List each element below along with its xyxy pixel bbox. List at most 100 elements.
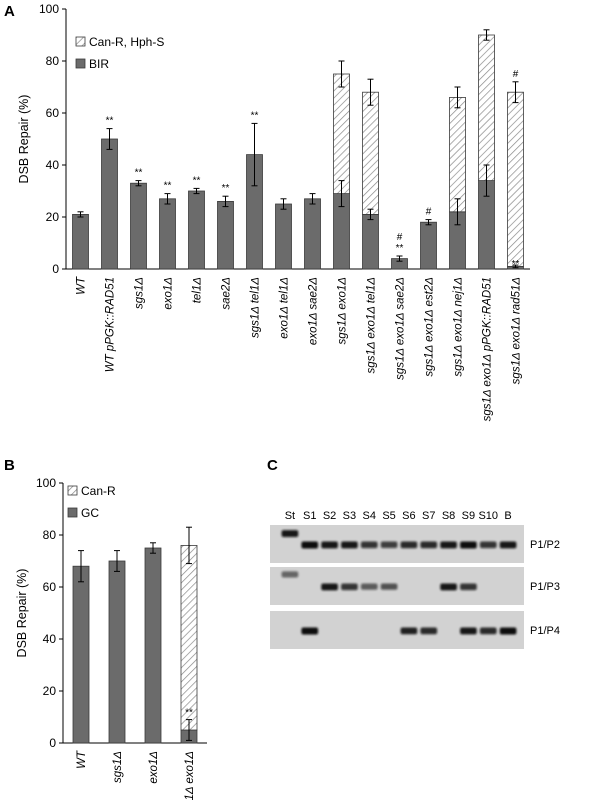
panel-c-label: C (267, 457, 278, 474)
bar-bir (188, 190, 205, 270)
x-tick-label: sgs1Δ exo1Δ tel1Δ (366, 277, 378, 373)
gel-band (499, 627, 517, 635)
y-axis-label: DSB Repair (%) (15, 569, 29, 658)
bar-hatched (333, 73, 350, 194)
x-tick-label: sgs1Δ exo1Δ sae2Δ (395, 277, 407, 380)
gel-band (499, 541, 517, 549)
annotation-label: ** (185, 708, 193, 719)
gel-band (440, 541, 457, 549)
y-tick-label: 0 (49, 736, 56, 750)
gel-band (301, 541, 319, 549)
annotation-label: ** (251, 110, 259, 121)
lane-label: B (504, 510, 511, 522)
annotation-label: ** (222, 183, 230, 194)
x-tick-label: sgs1Δ exo1Δ (337, 277, 349, 344)
bar-bir (130, 182, 147, 270)
y-tick-label: 100 (39, 2, 59, 16)
x-tick-label: WT pPGK::RAD51 (105, 277, 117, 372)
gel-band (321, 583, 338, 591)
x-tick-label: exo1Δ sae2Δ (308, 277, 320, 345)
bar-gc (108, 560, 126, 744)
lane-label: S9 (462, 510, 475, 522)
y-tick-label: 0 (52, 262, 59, 276)
gel-band (341, 583, 358, 591)
x-tick-label: sgs1Δ exo1Δ nej1Δ (453, 277, 465, 377)
bar-bir (275, 203, 292, 270)
row-label: P1/P4 (530, 625, 560, 637)
y-tick-label: 60 (46, 106, 60, 120)
lane-label: S4 (363, 510, 376, 522)
lane-label: S7 (422, 510, 435, 522)
bar-gc (144, 547, 162, 744)
y-tick-label: 80 (46, 54, 60, 68)
x-tick-label: sae2Δ (221, 277, 233, 310)
panel-a-label: A (4, 3, 15, 20)
y-tick-label: 60 (43, 580, 57, 594)
y-tick-label: 20 (43, 684, 57, 698)
gel-band (440, 583, 457, 591)
bar-bir (159, 198, 176, 270)
annotation-label: ** (164, 181, 172, 192)
bar-bir (420, 221, 437, 270)
y-tick-label: 80 (43, 528, 57, 542)
gel-band (301, 627, 319, 635)
legend-label: GC (81, 506, 99, 520)
bar-hatched (362, 91, 379, 215)
annotation-label: # (397, 232, 403, 243)
bar-hatched (180, 545, 198, 731)
legend-label: Can-R, Hph-S (89, 35, 164, 49)
x-tick-label: sgs1Δ (134, 277, 146, 309)
x-tick-label: exo1Δ (163, 277, 175, 310)
y-tick-label: 40 (43, 632, 57, 646)
gel-band (341, 541, 358, 549)
legend-swatch-hatched (75, 36, 86, 47)
bar-hatched (449, 97, 466, 213)
gel-band (400, 627, 418, 635)
x-tick-label: tel1Δ (192, 277, 204, 303)
bar-hatched (478, 34, 495, 182)
panel-b-label: B (4, 457, 15, 474)
gel-band (360, 541, 378, 549)
bar-bir (72, 213, 89, 270)
gel-band (380, 583, 398, 590)
lane-label: S6 (402, 510, 415, 522)
x-tick-label: sgs1Δ (112, 751, 124, 783)
gel-band (281, 530, 299, 537)
annotation-label: # (426, 207, 432, 218)
bar-bir (304, 198, 321, 270)
lane-label: S10 (478, 510, 498, 522)
lane-label: S5 (382, 510, 395, 522)
lane-label: S1 (303, 510, 316, 522)
legend-swatch-solid (67, 507, 78, 518)
lane-label: S8 (442, 510, 455, 522)
gel-band (281, 571, 299, 578)
x-tick-label: exo1Δ (148, 751, 160, 784)
x-tick-label: WT (76, 750, 88, 769)
x-tick-label: sgs1Δ tel1Δ (250, 277, 262, 338)
annotation-label: ** (135, 168, 143, 179)
annotation-label: ** (106, 116, 114, 127)
legend-label: BIR (89, 57, 109, 71)
lane-label: S2 (323, 510, 336, 522)
gel-band (380, 541, 398, 548)
y-tick-label: 100 (36, 476, 56, 490)
y-tick-label: 40 (46, 158, 60, 172)
annotation-label: ** (512, 259, 520, 270)
gel-band (420, 541, 438, 549)
x-tick-label: exo1Δ tel1Δ (279, 277, 291, 339)
gel-panel: St S1 S2 S3 S4 S5 S6 S7 S8 S9 S10 B P1/P2 P1/P3 P1/P4 (270, 510, 560, 649)
y-axis-label: DSB Repair (%) (17, 95, 31, 184)
gel-band (420, 627, 438, 635)
x-tick-label: sgs1Δ exo1Δ est2Δ (424, 277, 436, 377)
gel-band (360, 583, 378, 590)
gel-band (400, 541, 418, 549)
lane-label: St (285, 510, 295, 522)
gel-band (321, 541, 338, 549)
legend-swatch-hatched (67, 485, 78, 496)
lane-label: S3 (343, 510, 356, 522)
annotation-label: # (513, 69, 519, 80)
x-tick-label: sgs1Δ exo1Δ rad51Δ (511, 277, 523, 384)
legend-label: Can-R (81, 484, 116, 498)
x-tick-label: WT (76, 276, 88, 295)
